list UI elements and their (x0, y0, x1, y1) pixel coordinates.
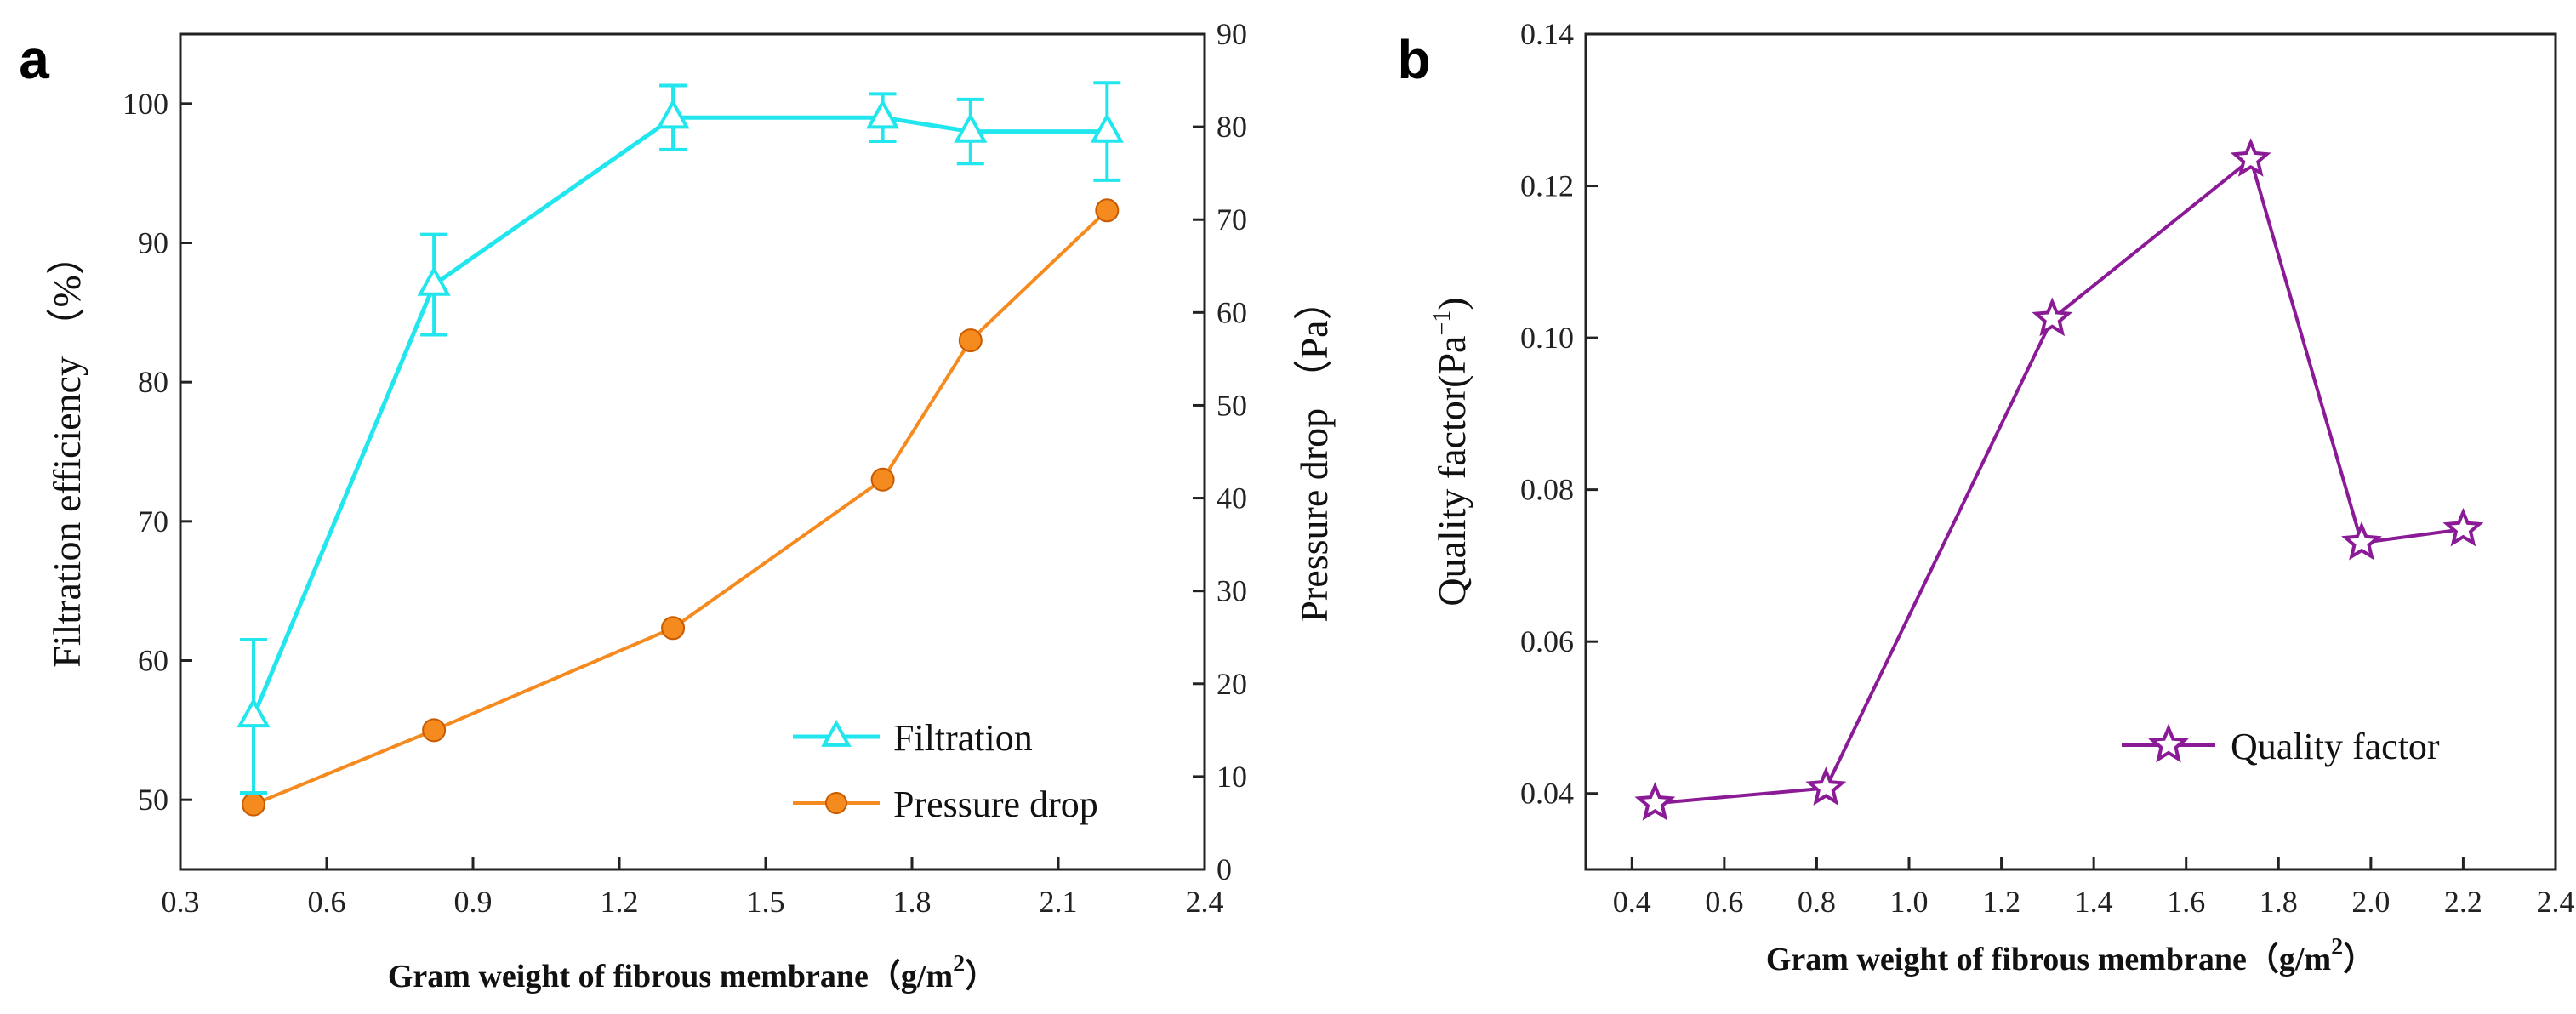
panel-a-xlabel-sup: 2 (953, 951, 965, 977)
panel-b-ytick-label: 0.06 (1520, 624, 1574, 658)
panel-b-ylabel-sup: −1 (1429, 310, 1456, 336)
panel-b-xtick-label: 2.2 (2444, 885, 2482, 919)
quality-factor-point (2230, 138, 2271, 177)
filtration-point (237, 697, 271, 728)
panel-a-ytick-label: 90 (138, 226, 168, 260)
panel-a-y2tick-label: 20 (1217, 667, 1247, 701)
panel-b-xtick-label: 1.4 (2075, 885, 2113, 919)
filtration-point (656, 99, 690, 129)
panel-a-y2tick-label: 90 (1217, 17, 1247, 51)
filtration-point (954, 112, 988, 143)
panel-b-ytick-label: 0.12 (1520, 169, 1574, 203)
filtration-line (251, 115, 1108, 717)
panel-b-xtick-label: 0.8 (1798, 885, 1836, 919)
panel-b-ylabel-close: ) (1430, 297, 1473, 310)
panel-b-ytick-label: 0.10 (1520, 321, 1574, 355)
pressure-drop-point (661, 616, 686, 641)
pressure-drop-point (422, 718, 447, 743)
panel-b-xlabel-main: Gram weight of fibrous membrane (1766, 942, 2247, 977)
panel-a-y2label: Pressure drop （Pa） (1292, 281, 1336, 622)
panel-a-y2tick-label: 80 (1217, 110, 1247, 144)
panel-a-xtick-label: 1.8 (893, 885, 932, 919)
panel-a-y2tick-label: 30 (1217, 574, 1247, 608)
pressure-drop-point (1095, 198, 1120, 223)
panel-a-ytick-label: 80 (138, 365, 168, 399)
pressure-drop-line (253, 208, 1108, 806)
panel-b-xtick-label: 1.8 (2260, 885, 2298, 919)
quality-factor-point (1634, 782, 1676, 821)
panel-a-xlabel-close: ） (965, 959, 997, 994)
panel-a-y2tick-label: 50 (1217, 388, 1247, 422)
panel-a-ytick-label: 50 (138, 783, 168, 817)
panel-b-xlabel-sup: 2 (2331, 934, 2343, 960)
panel-a-xtick-label: 1.5 (747, 885, 785, 919)
legend-pressure-label: Pressure drop (893, 783, 1098, 825)
panel-b-ylabel-main: Quality factor(Pa (1430, 336, 1473, 607)
legend-filtration-marker (821, 719, 852, 747)
panel-b-ytick-label: 0.14 (1520, 17, 1574, 51)
panel-a-xtick-label: 1.2 (601, 885, 639, 919)
panel-b-xtick-label: 0.6 (1705, 885, 1743, 919)
panel-b-xtick-label: 1.6 (2167, 885, 2205, 919)
panel-a-y2tick-label: 10 (1217, 760, 1247, 794)
panel-a-xlabel: Gram weight of fibrous membrane（g/m2） (388, 951, 997, 994)
panel-b-xtick-label: 0.4 (1613, 885, 1651, 919)
panel-b-xlabel-close: ） (2343, 942, 2375, 977)
panel-b-xlabel-unit: （g/m (2247, 942, 2331, 977)
legend-pressure-marker (825, 792, 847, 814)
panel-a-xlabel-main: Gram weight of fibrous membrane (388, 959, 869, 994)
panel-a-ytick-label: 70 (138, 504, 168, 538)
panel-a-frame (179, 32, 1206, 871)
panel-b-xtick-label: 2.0 (2351, 885, 2390, 919)
panel-b-legend: Quality factor (2122, 723, 2440, 767)
panel-b-label: b (1397, 29, 1430, 90)
panel-a-xtick-label: 2.1 (1040, 885, 1078, 919)
panel-b-xlabel: Gram weight of fibrous membrane（g/m2） (1766, 934, 2375, 977)
quality-factor-point (2442, 507, 2484, 547)
panel-a-xlabel-unit: （g/m (869, 959, 953, 994)
quality-factor-line (1655, 156, 2464, 806)
quality-factor-point (2032, 297, 2073, 337)
panel-b-ytick-label: 0.08 (1520, 473, 1574, 507)
panel-a-xtick-label: 2.4 (1186, 885, 1224, 919)
panel-a-xtick-label: 0.3 (162, 885, 200, 919)
panel-a-y2tick-label: 40 (1217, 481, 1247, 516)
panel-b-xtick-label: 2.4 (2537, 885, 2575, 919)
panel-b-xtick-label: 1.2 (1982, 885, 2020, 919)
panel-b-xtick-label: 1.0 (1890, 885, 1929, 919)
filtration-point (1090, 112, 1124, 143)
panel-a-ytick-label: 60 (138, 644, 168, 678)
panel-a-label: a (19, 29, 49, 90)
legend-filtration-label: Filtration (893, 717, 1033, 759)
panel-a-xtick-label: 0.6 (308, 885, 346, 919)
panel-a-xtick-label: 0.9 (454, 885, 493, 919)
quality-factor-point (1805, 766, 1847, 806)
panel-b-frame (1584, 32, 2557, 871)
pressure-drop-point (870, 467, 895, 492)
panel-b-ytick-label: 0.04 (1520, 777, 1574, 811)
panel-a-ytick-label: 100 (123, 87, 168, 121)
panel-a-y2tick-label: 0 (1217, 852, 1232, 886)
pressure-drop-point (958, 328, 983, 353)
panel-a-ylabel: Filtration efficiency （%） (45, 236, 88, 668)
filtration-point (417, 265, 451, 296)
quality-factor-point (2341, 521, 2382, 561)
legend-quality-marker (2148, 723, 2189, 763)
panel-a-legend: Filtration Pressure drop (793, 717, 1098, 825)
panel-a-y2tick-label: 60 (1217, 295, 1247, 329)
filtration-point (866, 99, 900, 129)
panel-a-y2tick-label: 70 (1217, 202, 1247, 236)
legend-quality-label: Quality factor (2231, 726, 2440, 767)
pressure-drop-point (242, 792, 265, 817)
panel-b-ylabel: Quality factor(Pa−1) (1429, 297, 1473, 606)
